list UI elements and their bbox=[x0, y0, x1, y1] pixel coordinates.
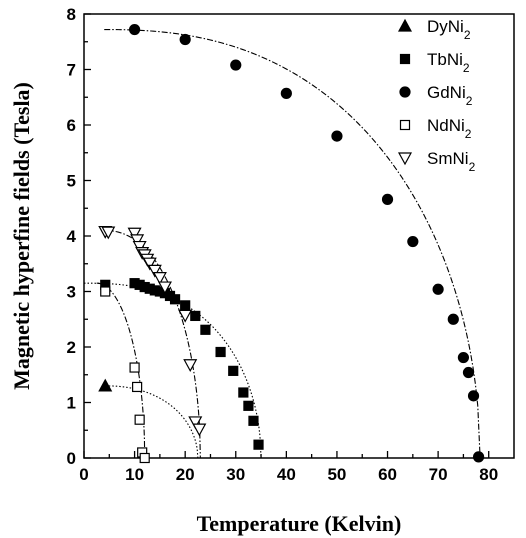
data-point bbox=[188, 416, 203, 430]
data-point bbox=[178, 309, 193, 323]
data-point bbox=[152, 272, 167, 285]
legend-label-subscript: 2 bbox=[466, 94, 473, 108]
data-point bbox=[432, 283, 444, 295]
data-point bbox=[134, 414, 145, 425]
data-point bbox=[147, 264, 162, 278]
data-point bbox=[98, 378, 113, 392]
x-tick-label: 0 bbox=[79, 465, 88, 484]
y-tick-label: 7 bbox=[67, 61, 76, 80]
x-tick-label: 30 bbox=[226, 465, 245, 484]
data-point bbox=[447, 313, 459, 325]
x-tick-label: 60 bbox=[378, 465, 397, 484]
legend-label: SmNi2 bbox=[427, 149, 476, 174]
legend-label: TbNi2 bbox=[427, 50, 470, 75]
data-point bbox=[179, 33, 191, 46]
data-point bbox=[200, 324, 211, 335]
y-tick-label: 3 bbox=[67, 283, 76, 302]
y-tick-label: 4 bbox=[67, 227, 77, 246]
data-point bbox=[467, 390, 480, 402]
legend-label: DyNi2 bbox=[427, 17, 471, 42]
data-point bbox=[190, 310, 201, 322]
data-point bbox=[183, 359, 198, 373]
data-point bbox=[142, 257, 157, 271]
y-tick-label: 5 bbox=[67, 172, 76, 191]
data-point bbox=[230, 59, 242, 71]
legend-label-subscript: 2 bbox=[464, 28, 471, 42]
data-point bbox=[248, 415, 259, 426]
data-point bbox=[100, 286, 111, 297]
axis-ticks: 0 10 20 30 40 50 60 70 80 0 1 2 3 4 5 6 7 8 bbox=[67, 5, 499, 484]
data-point bbox=[192, 423, 207, 437]
plot-frame bbox=[83, 13, 515, 459]
data-point bbox=[462, 366, 475, 379]
data-point bbox=[127, 227, 142, 241]
series-ndni2 bbox=[100, 286, 150, 464]
legend-label: NdNi2 bbox=[427, 116, 472, 141]
data-points bbox=[98, 23, 485, 464]
data-point bbox=[238, 387, 249, 398]
data-point bbox=[215, 346, 226, 358]
x-tick-label: 40 bbox=[277, 465, 296, 484]
legend-marker bbox=[397, 152, 413, 166]
data-point bbox=[457, 351, 470, 364]
legend-label: GdNi2 bbox=[427, 83, 473, 108]
series-dyni2 bbox=[98, 378, 113, 392]
fit-curve-gdni2 bbox=[104, 28, 481, 459]
legend-label-subscript: 2 bbox=[465, 127, 472, 141]
legend-label-subscript: 2 bbox=[463, 61, 470, 75]
x-tick-label: 50 bbox=[327, 465, 346, 484]
x-axis-title: Temperature (Kelvin) bbox=[197, 511, 402, 536]
y-tick-label: 1 bbox=[67, 394, 76, 413]
x-tick-label: 20 bbox=[176, 465, 195, 484]
data-point bbox=[130, 234, 145, 248]
data-point bbox=[169, 294, 181, 305]
y-tick-label: 6 bbox=[67, 116, 76, 135]
series-tbni2 bbox=[100, 278, 264, 450]
legend-marker bbox=[399, 86, 411, 98]
data-point bbox=[139, 452, 150, 464]
x-tick-label: 10 bbox=[125, 465, 144, 484]
legend-marker bbox=[397, 18, 413, 32]
data-point bbox=[472, 451, 485, 463]
data-point bbox=[132, 381, 143, 393]
data-point bbox=[128, 23, 141, 36]
data-point bbox=[407, 235, 419, 248]
x-tick-label: 70 bbox=[429, 465, 448, 484]
y-tick-label: 0 bbox=[67, 449, 76, 468]
data-point bbox=[331, 130, 343, 142]
data-point bbox=[132, 240, 147, 254]
series-smni2 bbox=[98, 225, 207, 437]
data-point bbox=[180, 300, 191, 311]
y-axis-title: Magnetic hyperfine fields (Tesla) bbox=[9, 82, 34, 390]
y-tick-label: 8 bbox=[67, 5, 76, 24]
series-gdni2 bbox=[128, 23, 485, 463]
y-tick-label: 2 bbox=[67, 338, 76, 357]
data-point bbox=[253, 439, 264, 450]
x-tick-label: 80 bbox=[479, 465, 498, 484]
data-point bbox=[381, 193, 394, 205]
data-point bbox=[228, 365, 239, 376]
data-point bbox=[243, 400, 254, 411]
data-point bbox=[129, 362, 140, 373]
data-point bbox=[101, 226, 116, 240]
legend-marker bbox=[399, 119, 411, 131]
fit-curve-smni2 bbox=[104, 229, 201, 459]
data-point bbox=[280, 87, 292, 99]
legend-label-subscript: 2 bbox=[469, 160, 476, 174]
data-point bbox=[157, 281, 172, 295]
legend: DyNi2 TbNi2 GdNi2 NdNi2 SmNi2 bbox=[397, 17, 476, 174]
fit-curve-dyni2 bbox=[105, 385, 199, 459]
legend-marker bbox=[399, 53, 411, 65]
